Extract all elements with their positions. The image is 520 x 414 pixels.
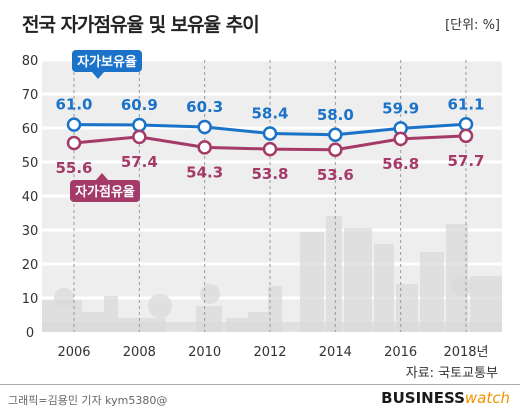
series-2-point-2018 — [458, 128, 474, 144]
legend-tag-2 — [70, 180, 140, 202]
skyline-tree-1 — [54, 288, 74, 308]
skyline-building-13 — [396, 284, 418, 332]
y-axis-ticks: 0 10 20 30 40 50 60 70 80 — [22, 54, 39, 341]
series-2-point-2006 — [66, 135, 82, 151]
y-tick-40: 40 — [22, 190, 39, 205]
y-tick-0: 0 — [26, 326, 34, 341]
series-2-label-2016: 56.8 — [382, 155, 419, 173]
x-tick-2006: 2006 — [57, 345, 90, 360]
legend-label-1: 자가보유율 — [77, 54, 137, 70]
legend-tag-pointer-1 — [92, 72, 104, 79]
series-1-label-2014: 58.0 — [317, 106, 354, 124]
series-2-label-2018: 57.7 — [447, 152, 484, 170]
y-tick-10: 10 — [22, 292, 39, 307]
skyline-tree-3 — [200, 284, 220, 304]
skyline-building-12 — [374, 244, 394, 332]
skyline-tree-4 — [452, 276, 472, 296]
legend-label-2: 자가점유율 — [75, 184, 135, 200]
series-2-point-2014 — [328, 142, 343, 158]
series-1-label-2006: 61.0 — [55, 96, 92, 114]
brand-main: BUSINESS — [381, 389, 465, 407]
series-group: 61.0 60.9 60.3 58.4 58.0 59.9 61.1 자가보유율 55.6 57.… — [55, 50, 485, 202]
brand-accent: watch — [464, 389, 510, 407]
city-skyline-illustration — [42, 216, 502, 332]
series-2-label-2010: 54.3 — [186, 163, 223, 181]
x-tick-2008: 2008 — [123, 345, 156, 360]
series-1-label-2012: 58.4 — [251, 104, 288, 122]
series-1-point-2010 — [197, 119, 212, 135]
skyline-building-14 — [420, 252, 444, 332]
series-1-point-2012 — [262, 126, 278, 141]
y-tick-20: 20 — [22, 258, 39, 273]
series-1-label-2018: 61.1 — [447, 95, 484, 113]
x-tick-2010: 2010 — [188, 345, 221, 360]
y-tick-30: 30 — [22, 224, 39, 239]
series-1-point-2014 — [328, 127, 343, 143]
skyline-building-8 — [268, 286, 282, 332]
unit-label: [단위: %] — [445, 18, 500, 33]
legend-tag-1 — [72, 50, 142, 72]
series-2-point-2016 — [393, 131, 408, 147]
graphic-credit: 그래픽=김용민 기자 kym5380@ — [8, 394, 168, 407]
x-tick-2014: 2014 — [319, 345, 352, 360]
series-1-point-2018 — [458, 117, 474, 132]
skyline-ground — [42, 322, 502, 332]
x-tick-2018: 2018년 — [443, 345, 488, 360]
y-tick-60: 60 — [22, 122, 39, 137]
brand-logo: BUSINESSwatch — [381, 389, 510, 407]
skyline-tree-2 — [148, 294, 172, 318]
legend-tag-pointer-2 — [96, 173, 108, 180]
y-tick-50: 50 — [22, 156, 39, 171]
series-2-label-2012: 53.8 — [251, 165, 288, 183]
series-2-label-2014: 53.6 — [317, 166, 354, 184]
series-2-point-2012 — [262, 141, 278, 157]
y-tick-80: 80 — [22, 54, 39, 69]
chart-title: 전국 자가점유율 및 보유율 추이 — [22, 14, 260, 36]
band-60 — [42, 95, 502, 127]
x-tick-2016: 2016 — [384, 345, 417, 360]
series-1-point-2008 — [132, 117, 147, 133]
y-tick-70: 70 — [22, 88, 39, 103]
series-2-label-2006: 55.6 — [55, 159, 92, 177]
skyline-building-9 — [300, 232, 324, 332]
series-1-label-2010: 60.3 — [186, 98, 223, 116]
x-tick-2012: 2012 — [253, 345, 286, 360]
series-2-point-2008 — [132, 129, 147, 145]
band-30 — [42, 197, 502, 229]
skyline-building-10 — [326, 216, 342, 332]
series-1-label-2008: 60.9 — [121, 96, 158, 114]
source-note: 자료: 국토교통부 — [405, 366, 498, 381]
skyline-building-11 — [344, 228, 372, 332]
series-2-point-2010 — [197, 140, 212, 155]
series-2-label-2008: 57.4 — [121, 153, 158, 171]
x-axis-ticks: 2006 2008 2010 2012 2014 2016 2018년 — [57, 345, 488, 360]
series-1-label-2016: 59.9 — [382, 99, 419, 117]
series-1-point-2006 — [66, 117, 82, 132]
footer-bar: 그래픽=김용민 기자 kym5380@ BUSINESSwatch — [0, 384, 520, 414]
